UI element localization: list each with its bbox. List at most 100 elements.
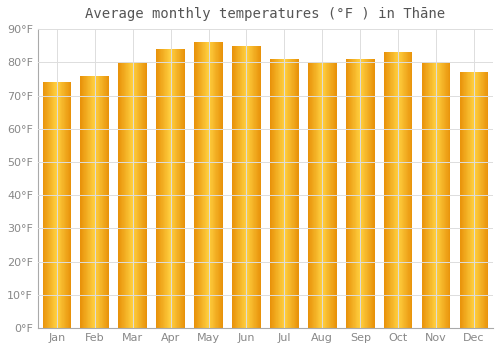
Bar — [98, 76, 100, 328]
Bar — [319, 62, 320, 328]
Bar — [353, 59, 354, 328]
Bar — [218, 42, 219, 328]
Bar — [166, 49, 167, 328]
Bar — [217, 42, 218, 328]
Bar — [105, 76, 106, 328]
Bar — [120, 62, 122, 328]
Bar — [200, 42, 201, 328]
Bar — [429, 62, 430, 328]
Bar — [439, 62, 440, 328]
Bar — [102, 76, 103, 328]
Bar — [55, 82, 56, 328]
Bar — [311, 62, 312, 328]
Bar — [210, 42, 211, 328]
Bar — [48, 82, 49, 328]
Bar — [234, 46, 235, 328]
Bar — [184, 49, 185, 328]
Bar — [97, 76, 98, 328]
Bar — [143, 62, 144, 328]
Bar — [400, 52, 401, 328]
Bar — [410, 52, 412, 328]
Bar — [326, 62, 327, 328]
Bar — [291, 59, 292, 328]
Bar — [258, 46, 259, 328]
Bar — [243, 46, 244, 328]
Bar — [85, 76, 86, 328]
Bar — [323, 62, 324, 328]
Bar — [129, 62, 130, 328]
Bar — [358, 59, 359, 328]
Bar — [472, 72, 473, 328]
Bar — [368, 59, 369, 328]
Bar — [62, 82, 63, 328]
Bar — [296, 59, 297, 328]
Bar — [466, 72, 468, 328]
Bar — [208, 42, 209, 328]
Bar — [426, 62, 427, 328]
Bar — [403, 52, 404, 328]
Bar — [324, 62, 325, 328]
Bar — [175, 49, 176, 328]
Bar — [245, 46, 246, 328]
Bar — [486, 72, 487, 328]
Bar — [61, 82, 62, 328]
Bar — [197, 42, 198, 328]
Bar — [80, 76, 81, 328]
Bar — [254, 46, 255, 328]
Bar — [272, 59, 273, 328]
Bar — [209, 42, 210, 328]
Bar — [357, 59, 358, 328]
Bar — [460, 72, 461, 328]
Bar — [387, 52, 388, 328]
Bar — [440, 62, 442, 328]
Bar — [241, 46, 242, 328]
Bar — [402, 52, 403, 328]
Bar — [364, 59, 365, 328]
Bar — [468, 72, 469, 328]
Bar — [142, 62, 143, 328]
Bar — [252, 46, 254, 328]
Bar — [309, 62, 310, 328]
Bar — [233, 46, 234, 328]
Bar — [356, 59, 357, 328]
Bar — [476, 72, 477, 328]
Bar — [216, 42, 217, 328]
Bar — [274, 59, 276, 328]
Bar — [247, 46, 248, 328]
Bar — [118, 62, 119, 328]
Bar — [140, 62, 141, 328]
Bar — [56, 82, 57, 328]
Bar — [290, 59, 291, 328]
Bar — [156, 49, 157, 328]
Bar — [399, 52, 400, 328]
Bar — [124, 62, 126, 328]
Bar — [222, 42, 223, 328]
Bar — [119, 62, 120, 328]
Bar — [471, 72, 472, 328]
Bar — [351, 59, 352, 328]
Bar — [278, 59, 280, 328]
Bar — [293, 59, 294, 328]
Bar — [355, 59, 356, 328]
Bar — [371, 59, 372, 328]
Bar — [346, 59, 347, 328]
Bar — [273, 59, 274, 328]
Bar — [45, 82, 46, 328]
Bar — [236, 46, 237, 328]
Bar — [196, 42, 197, 328]
Bar — [447, 62, 448, 328]
Bar — [182, 49, 183, 328]
Bar — [70, 82, 71, 328]
Bar — [318, 62, 319, 328]
Bar — [483, 72, 484, 328]
Bar — [287, 59, 288, 328]
Bar — [277, 59, 278, 328]
Bar — [422, 62, 423, 328]
Bar — [135, 62, 136, 328]
Bar — [204, 42, 205, 328]
Bar — [255, 46, 256, 328]
Bar — [366, 59, 367, 328]
Bar — [168, 49, 169, 328]
Bar — [373, 59, 374, 328]
Bar — [320, 62, 321, 328]
